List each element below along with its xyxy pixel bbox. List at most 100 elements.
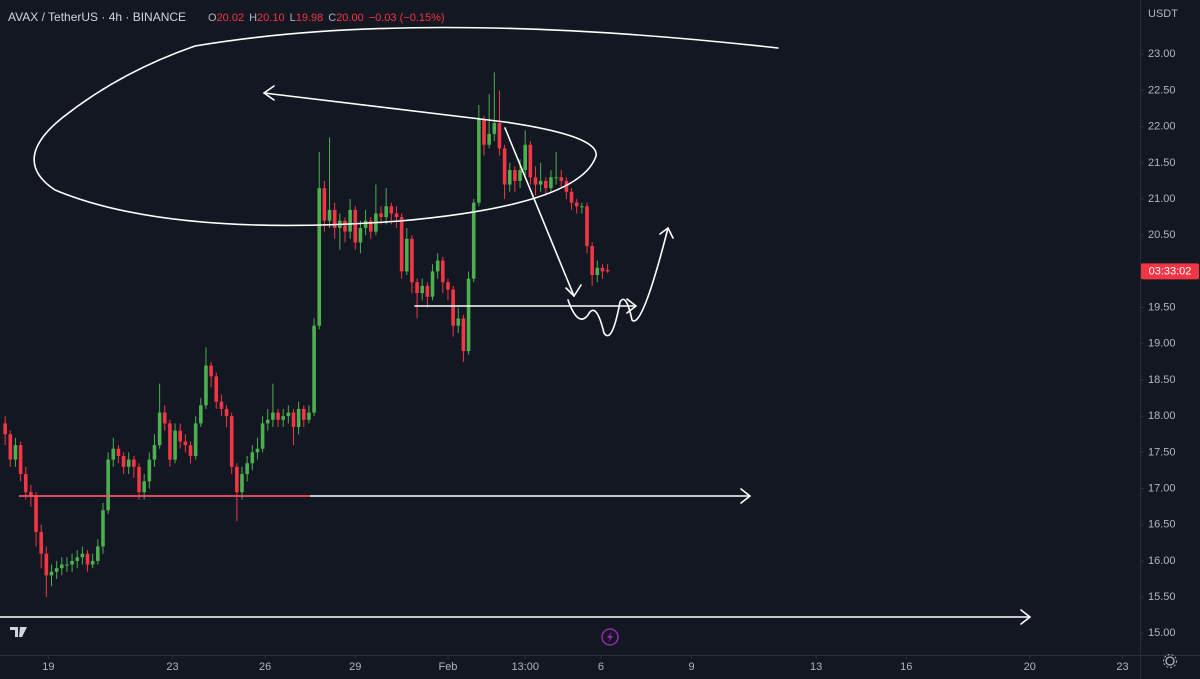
candle-body <box>70 560 74 565</box>
ohlc-key: H <box>249 12 257 24</box>
settings-icon[interactable] <box>1163 654 1177 668</box>
price-change: −0.03 (−0.15%) <box>369 12 445 24</box>
candle-body <box>492 123 497 134</box>
candle-body <box>101 510 105 547</box>
candles <box>3 72 610 598</box>
candle-body <box>600 267 605 272</box>
candle-body <box>543 180 548 189</box>
candle-body <box>291 412 296 428</box>
candle-body <box>580 206 584 208</box>
candle-body <box>204 365 208 406</box>
ohlc-value: 20.02 <box>217 12 245 24</box>
candle-body <box>358 227 363 243</box>
candle-body <box>523 144 528 171</box>
candle-body <box>549 177 553 189</box>
candle-body <box>235 466 239 493</box>
y-tick-label: 17.00 <box>1148 482 1176 494</box>
x-tick-label: 9 <box>688 661 694 673</box>
candle-body <box>569 191 574 203</box>
candle-body <box>394 213 399 218</box>
candle-body <box>260 423 265 449</box>
candle-body <box>312 325 316 413</box>
candle-body <box>435 260 440 272</box>
candle-body <box>497 123 502 149</box>
candle-body <box>332 209 337 228</box>
candle-body <box>595 267 600 276</box>
candle-body <box>147 459 152 482</box>
candle-body <box>368 220 373 232</box>
candle-body <box>451 289 455 326</box>
candle-body <box>564 180 569 192</box>
candle-body <box>18 445 23 475</box>
arrowhead <box>740 488 751 504</box>
candle-body <box>265 419 270 424</box>
x-tick-label: 20 <box>1024 661 1036 673</box>
y-tick-label: 18.50 <box>1148 374 1176 386</box>
candle-body <box>343 220 347 232</box>
candle-body <box>29 492 33 496</box>
candle-body <box>327 209 332 221</box>
candle-body <box>379 213 383 218</box>
candle-body <box>90 560 95 565</box>
candle-body <box>75 557 80 561</box>
candle-body <box>281 416 285 420</box>
arrowhead <box>1020 609 1031 625</box>
candle-body <box>430 271 435 297</box>
arrowhead <box>263 85 275 101</box>
candle-body <box>605 269 610 272</box>
x-tick-label: 19 <box>42 661 54 673</box>
candle-body <box>34 495 38 532</box>
candle-body <box>219 401 224 409</box>
candle-body <box>456 318 461 326</box>
y-tick-label: 22.50 <box>1148 84 1176 96</box>
candle-body <box>317 188 322 326</box>
candle-body <box>250 452 255 464</box>
zigzag-path <box>567 227 669 337</box>
y-tick-label: 17.50 <box>1148 446 1176 458</box>
arrowhead <box>565 284 582 297</box>
candle-body <box>44 553 49 576</box>
candle-body <box>121 455 126 467</box>
candle-body <box>286 412 291 417</box>
candle-body <box>23 474 28 493</box>
candle-body <box>255 448 260 453</box>
y-tick-label: 19.00 <box>1148 338 1176 350</box>
candle-body <box>507 170 512 185</box>
x-tick-label: 16 <box>900 661 912 673</box>
candle-body <box>106 459 110 511</box>
candle-body <box>574 202 579 207</box>
candle-body <box>502 148 507 185</box>
ohlc-key: O <box>208 12 217 24</box>
candle-body <box>245 463 249 475</box>
candle-body <box>590 246 594 276</box>
candle-body <box>142 481 146 493</box>
candle-body <box>559 177 564 181</box>
lightning-icon <box>601 628 619 646</box>
y-tick-label: 15.50 <box>1148 591 1176 603</box>
x-tick-label: 6 <box>598 661 604 673</box>
ohlc-value: 20.00 <box>336 12 364 24</box>
candle-body <box>296 408 301 428</box>
ohlc-value: 20.10 <box>257 12 285 24</box>
candle-body <box>477 119 481 203</box>
candle-body <box>389 206 394 214</box>
ellipse-drawing <box>33 26 779 227</box>
x-tick-label: 13 <box>810 661 822 673</box>
candle-body <box>183 441 188 446</box>
candle-body <box>585 206 589 247</box>
x-tick-label: Feb <box>438 661 457 673</box>
countdown-label: 03:33:02 <box>1149 265 1192 277</box>
candle-body <box>425 285 430 297</box>
candle-body <box>126 459 131 467</box>
candle-body <box>461 318 466 352</box>
candle-body <box>554 177 558 179</box>
candle-body <box>157 412 162 446</box>
y-tick-label: 21.00 <box>1148 193 1176 205</box>
candle-body <box>132 459 136 467</box>
candle-body <box>538 180 543 185</box>
candle-body <box>410 238 414 283</box>
candle-body <box>199 405 203 424</box>
candle-body <box>54 568 59 572</box>
